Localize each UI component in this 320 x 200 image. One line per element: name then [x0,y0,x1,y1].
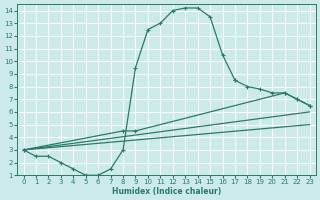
X-axis label: Humidex (Indice chaleur): Humidex (Indice chaleur) [112,187,221,196]
